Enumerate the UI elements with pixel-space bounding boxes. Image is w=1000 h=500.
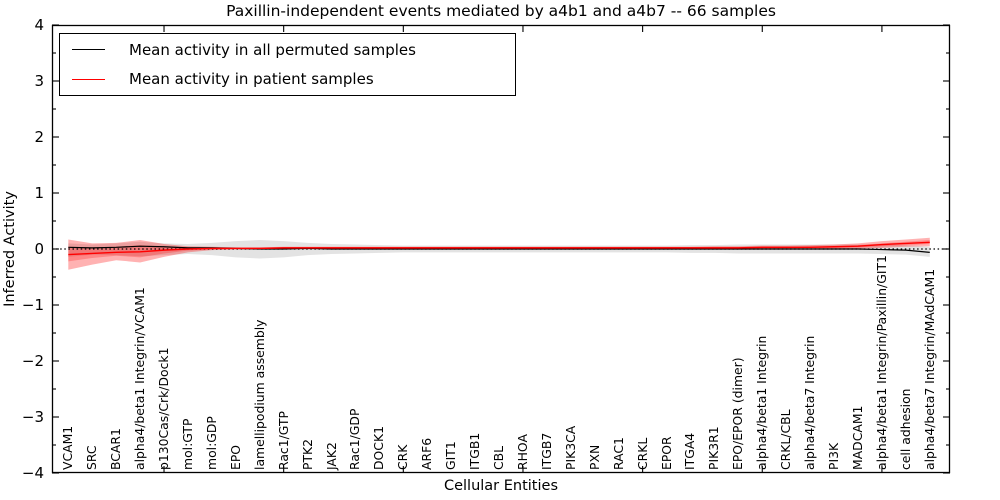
legend-item: Mean activity in all permuted samples — [72, 38, 503, 62]
legend-label-patient: Mean activity in patient samples — [129, 70, 374, 89]
x-tick-label: lamellipodium assembly — [251, 319, 267, 470]
x-tick-label: alpha4/beta7 Integrin — [802, 335, 818, 470]
legend-item: Mean activity in patient samples — [72, 68, 503, 92]
x-tick-label: ARF6 — [419, 437, 435, 470]
patient-line-swatch-icon — [72, 78, 105, 80]
legend-label-permuted: Mean activity in all permuted samples — [129, 40, 416, 59]
y-tick-label: 0 — [34, 240, 44, 258]
y-tick-label: 1 — [34, 184, 44, 202]
chart-title: Paxillin-independent events mediated by … — [226, 2, 776, 20]
x-tick-label: alpha4/beta1 Integrin/VCAM1 — [132, 287, 148, 470]
x-tick-label: alpha4/beta1 Integrin — [754, 335, 770, 470]
x-tick-label: MADCAM1 — [849, 405, 865, 470]
x-tick-label: CRKL — [634, 437, 650, 470]
x-tick-label: JAK2 — [323, 442, 339, 470]
x-tick-label: cell adhesion — [897, 388, 913, 470]
y-tick-label: 2 — [34, 128, 44, 146]
y-tick-label: −1 — [21, 296, 44, 314]
x-tick-label: PIK3CA — [562, 425, 578, 470]
x-tick-label: Rac1/GDP — [347, 408, 363, 470]
y-tick-label: −3 — [21, 408, 44, 426]
x-axis-label: Cellular Entities — [443, 478, 559, 494]
legend: Mean activity in all permuted samples Me… — [59, 33, 516, 96]
x-tick-label: EPOR — [658, 436, 674, 470]
x-tick-label: PTK2 — [299, 438, 315, 470]
x-tick-label: PIK3R1 — [706, 426, 722, 470]
patient-mean-line — [68, 241, 930, 256]
x-tick-label: mol:GDP — [203, 416, 219, 470]
x-tick-label: RHOA — [514, 434, 530, 470]
x-tick-label: p130Cas/Crk/Dock1 — [156, 347, 172, 470]
x-tick-label: CRK — [395, 444, 411, 470]
x-tick-label: Rac1/GTP — [275, 410, 291, 470]
x-tick-label: ITGB7 — [538, 432, 554, 470]
x-tick-label: PXN — [586, 444, 602, 470]
x-tick-label: mol:GTP — [179, 418, 195, 470]
x-tick-label: EPO — [227, 444, 243, 470]
permuted-line-swatch-icon — [72, 49, 105, 51]
x-tick-label: EPO/EPOR (dimer) — [730, 357, 746, 470]
x-tick-label: PI3K — [826, 442, 842, 470]
x-tick-label: GIT1 — [443, 441, 459, 470]
x-tick-label: alpha4/beta1 Integrin/Paxillin/GIT1 — [873, 255, 889, 470]
x-tick-label: alpha4/beta7 Integrin/MAdCAM1 — [921, 268, 937, 470]
x-tick-label: CRKL/CBL — [778, 409, 794, 470]
x-tick-label: ITGA4 — [682, 432, 698, 470]
x-tick-label: DOCK1 — [371, 426, 387, 470]
y-tick-label: −2 — [21, 352, 44, 370]
y-tick-label: −4 — [21, 464, 44, 482]
x-tick-label: VCAM1 — [60, 425, 76, 470]
x-tick-label: SRC — [84, 445, 100, 470]
y-tick-label: 4 — [34, 16, 44, 34]
y-tick-label: 3 — [34, 72, 44, 90]
x-tick-label: RAC1 — [610, 437, 626, 470]
x-tick-label: ITGB1 — [467, 432, 483, 470]
x-tick-label: BCAR1 — [108, 428, 124, 470]
x-tick-label: CBL — [491, 445, 507, 470]
